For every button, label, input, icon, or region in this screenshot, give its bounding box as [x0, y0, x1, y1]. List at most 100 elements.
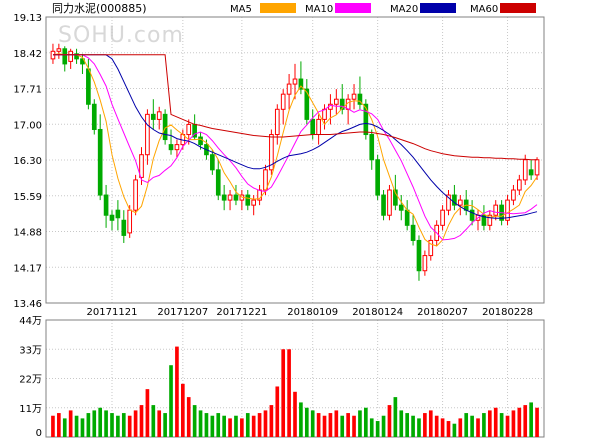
volume-bar [145, 389, 150, 437]
candle-body [233, 194, 239, 201]
candle-body [481, 214, 487, 226]
volume-bar [92, 410, 97, 437]
volume-bar [275, 386, 280, 437]
candle-body [280, 93, 286, 110]
volume-bar [293, 391, 297, 437]
legend-label-ma60: MA60 [470, 4, 498, 15]
volume-bar [381, 415, 386, 437]
volume-bar [287, 349, 291, 437]
volume-bar [304, 407, 309, 437]
candle-body [227, 194, 233, 201]
candle-body [198, 136, 203, 146]
candle-body [351, 93, 357, 100]
price-tick-label: 19.13 [13, 13, 42, 24]
volume-bar [57, 413, 61, 437]
volume-bar [417, 418, 421, 437]
date-tick-label: 20180124 [352, 307, 403, 318]
volume-tick-label: 33万 [19, 345, 42, 356]
price-tick-label: 17.71 [13, 85, 42, 96]
volume-bar [511, 410, 516, 437]
volume-bar [535, 407, 539, 437]
candle-body [528, 169, 534, 176]
legend-swatch-ma10 [335, 3, 371, 13]
date-tick-label: 20180109 [287, 307, 338, 318]
volume-bar [364, 407, 368, 437]
candle-body [457, 199, 463, 206]
legend-swatch-ma60 [500, 3, 536, 13]
ma-line-ma60 [53, 54, 537, 161]
volume-bar [470, 415, 474, 437]
volume-bar [216, 413, 221, 437]
candle-body [304, 88, 310, 120]
price-panel-frame [45, 16, 545, 304]
volume-bar [133, 410, 138, 437]
volume-bar [110, 413, 114, 437]
candle-body [369, 134, 375, 161]
volume-bar [251, 415, 256, 437]
candle-body [62, 48, 68, 65]
volume-bar [487, 410, 492, 437]
volume-bar [476, 418, 480, 437]
candle-body [381, 194, 386, 216]
volume-bar [334, 410, 339, 437]
candle-body [522, 159, 528, 181]
candle-body [139, 154, 144, 178]
price-y-axis: 19.13 18.42 17.71 17.00 16.30 15.59 14.88 14.17… [13, 13, 42, 310]
candle-body [339, 98, 345, 110]
volume-bars [51, 346, 539, 437]
price-tick-label: 18.42 [13, 49, 42, 60]
candle-body [375, 159, 380, 196]
candle-body [210, 154, 215, 171]
volume-bar [340, 415, 345, 437]
volume-bar [529, 402, 533, 437]
legend-label-ma5: MA5 [230, 4, 252, 15]
candle-body [68, 50, 73, 62]
candle-body [487, 214, 493, 226]
candle-body [145, 113, 150, 156]
volume-bar [234, 415, 238, 437]
volume-bar [346, 413, 350, 437]
candle-body [274, 108, 280, 136]
volume-bar [523, 405, 528, 437]
candle-body [292, 78, 298, 85]
volume-bar [181, 383, 185, 437]
volume-bar [175, 346, 179, 437]
candle-body [322, 108, 327, 120]
candle-body [493, 204, 499, 216]
candle-body [74, 53, 79, 60]
volume-bar [68, 410, 73, 437]
candle-body [363, 103, 369, 136]
watermark-logo: SOHU.com [58, 23, 184, 48]
volume-bar [493, 407, 498, 437]
volume-tick-label: 11万 [19, 404, 42, 415]
volume-bar [121, 413, 126, 437]
candle-body [269, 134, 274, 171]
volume-bar [204, 413, 209, 437]
volume-bar [405, 413, 409, 437]
legend-swatch-ma5 [260, 3, 296, 13]
volume-bar [245, 413, 250, 437]
date-tick-label: 20180228 [482, 307, 533, 318]
volume-bar [446, 421, 451, 437]
candle-body [357, 93, 363, 105]
volume-bar [210, 415, 215, 437]
volume-bar [163, 413, 167, 437]
volume-bar [393, 397, 398, 437]
volume-bar [322, 415, 327, 437]
volume-bar [428, 410, 433, 437]
candle-body [109, 214, 115, 221]
candle-body [186, 123, 192, 136]
volume-bar [222, 415, 226, 437]
candle-body [156, 111, 162, 120]
candlesticks [50, 43, 540, 281]
candle-body [174, 144, 180, 151]
volume-bar [186, 397, 191, 437]
candle-body [215, 169, 221, 196]
volume-bar [62, 418, 67, 437]
volume-bar [228, 418, 232, 437]
price-tick-label: 16.30 [13, 156, 42, 167]
candle-body [298, 78, 304, 90]
price-grid [46, 17, 544, 303]
volume-bar [464, 413, 469, 437]
volume-bar [98, 407, 103, 437]
